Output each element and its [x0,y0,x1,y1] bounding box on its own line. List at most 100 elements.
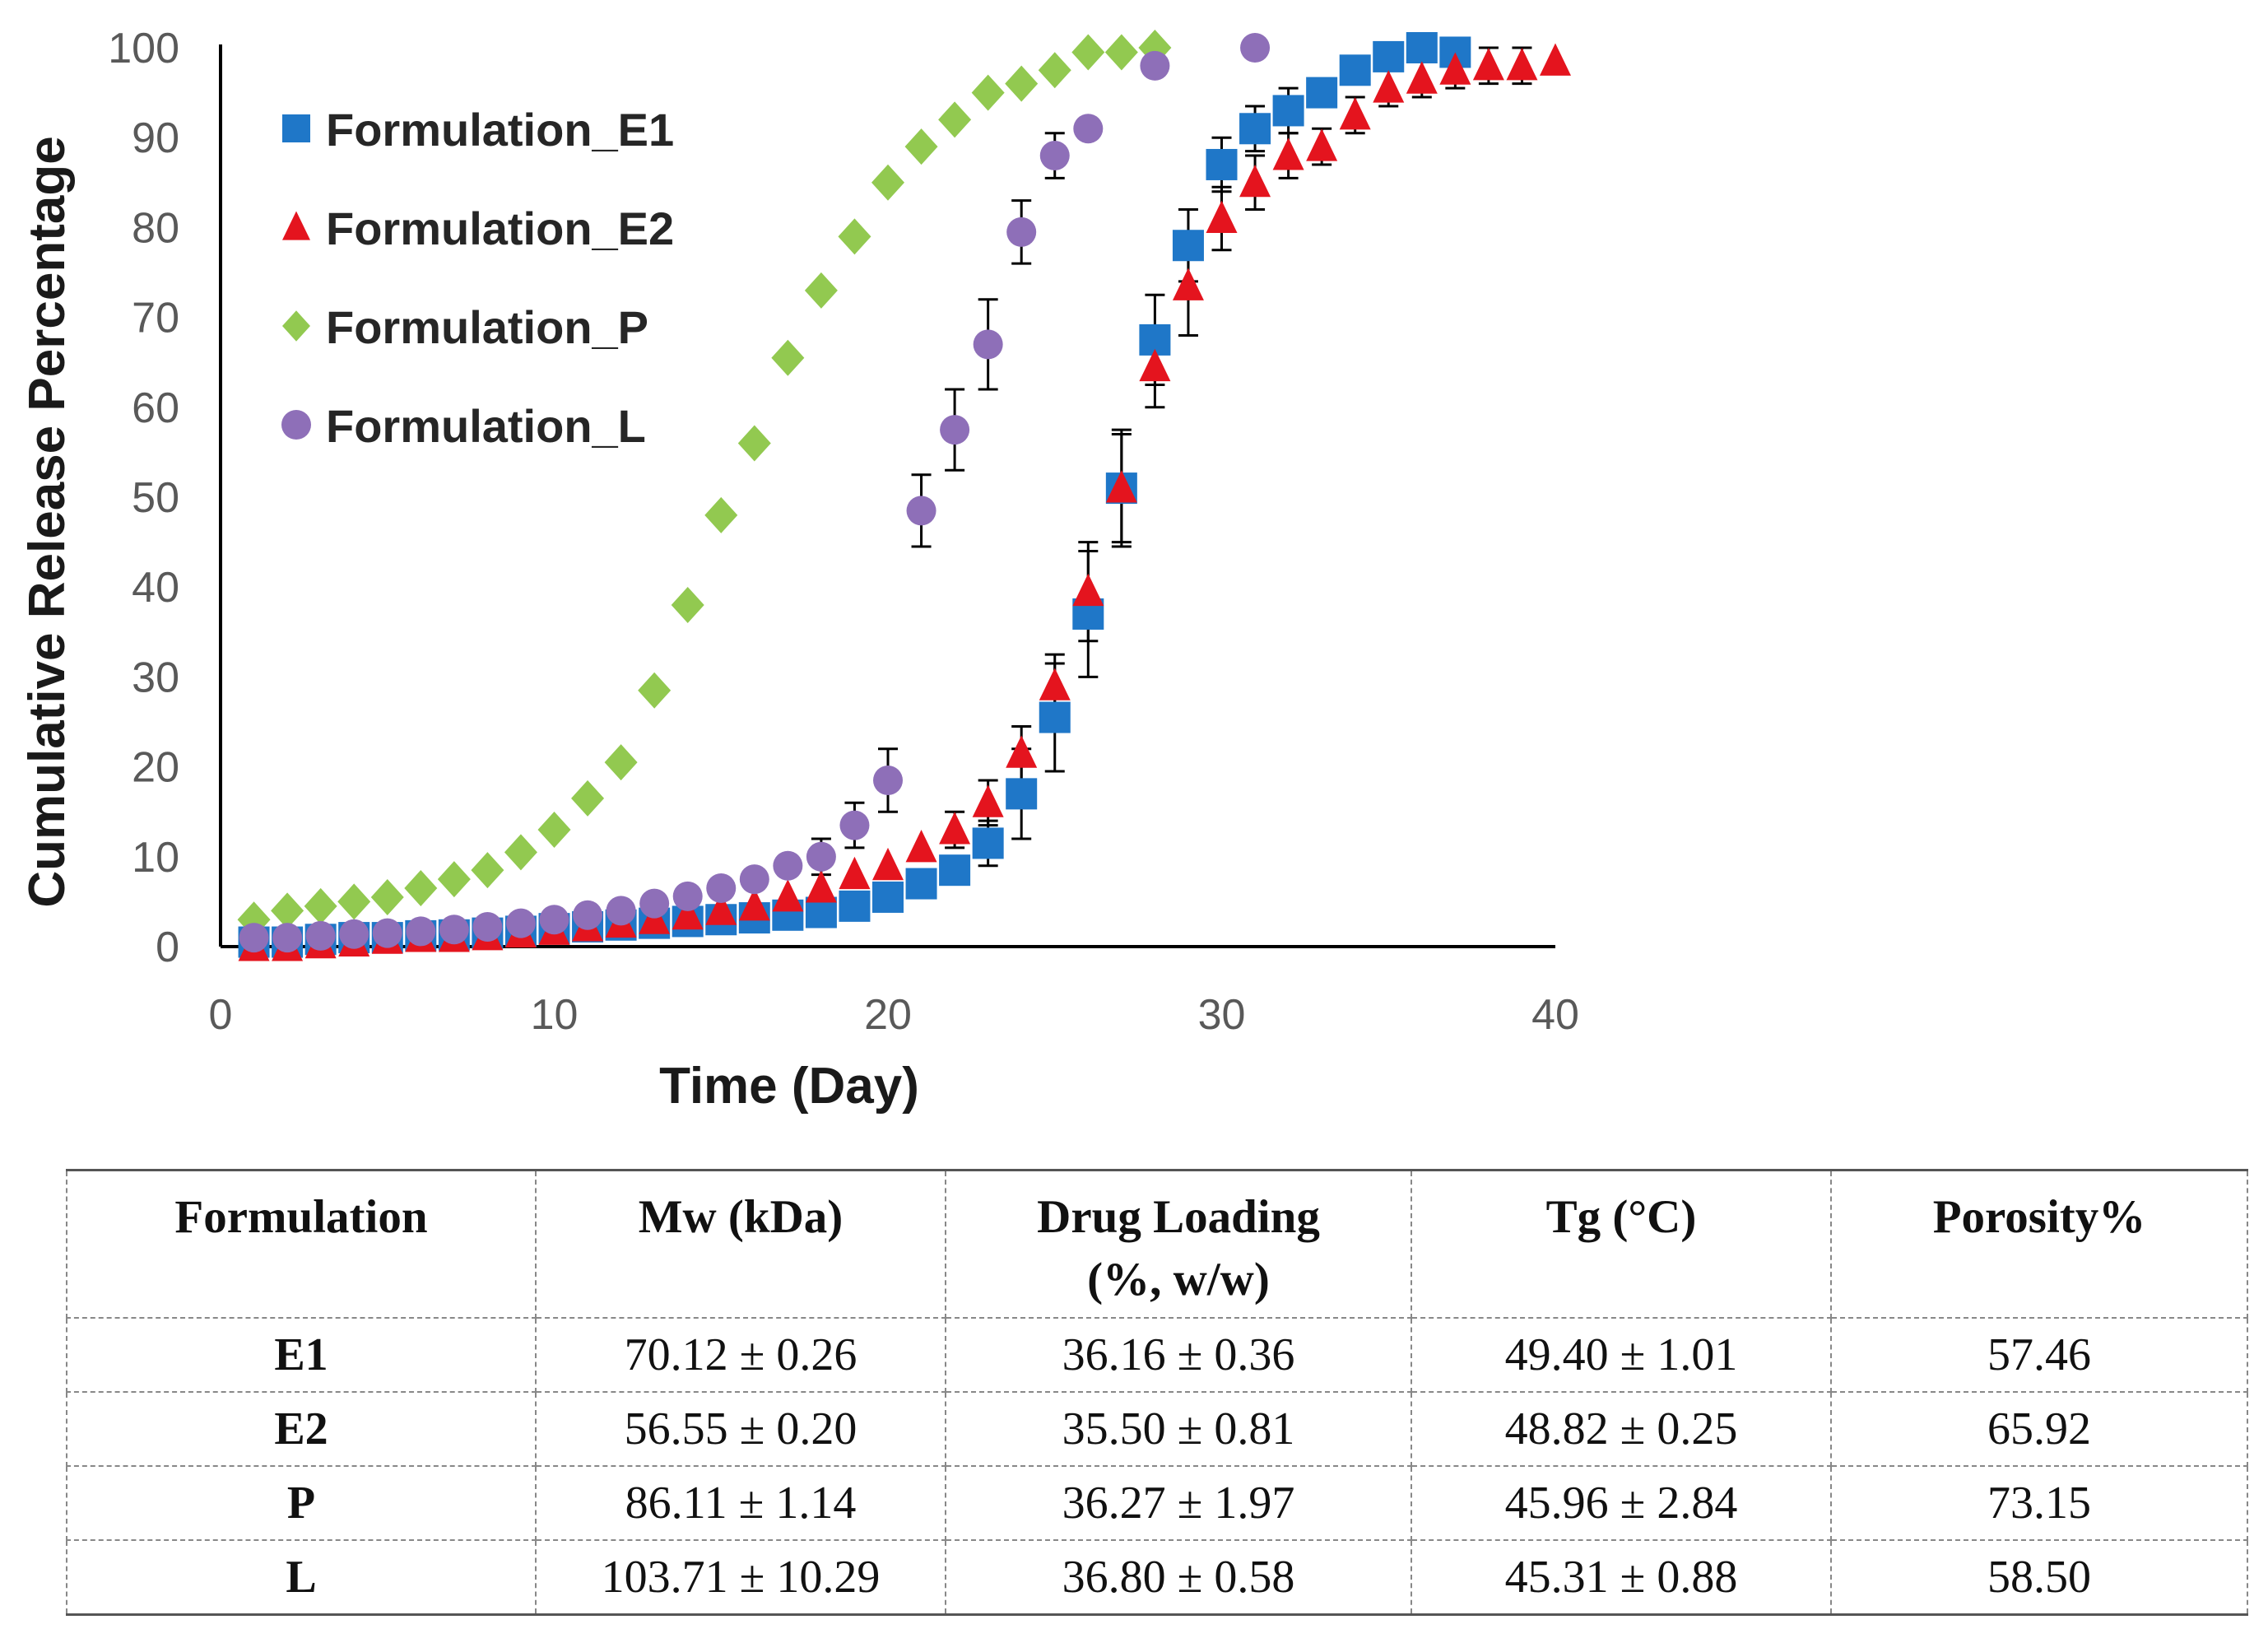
y-tick-label: 50 [132,474,179,522]
legend-marker-formulation-e2 [282,211,310,240]
formulation-e1-point [1272,95,1304,127]
formulation-l-point [372,918,402,948]
formulation-l-point [339,919,369,949]
formulation-table: Formulation Mw (kDa) Drug Loading (%, w/… [66,1169,2248,1616]
formulation-e1-point [1006,778,1038,810]
formulation-p-point [904,128,938,165]
formulation-l-point [305,920,336,951]
formulation-p-point [504,834,537,871]
formulation-p-point [537,812,571,849]
formulation-l-point [1073,114,1104,144]
table-row: E2 56.55 ± 0.20 35.50 ± 0.81 48.82 ± 0.2… [66,1391,2248,1467]
formulation-l-point [739,864,769,895]
formulation-p-point [370,878,404,915]
legend-marker-formulation-e1 [282,114,310,142]
table-cell: 45.31 ± 0.88 [1411,1539,1832,1616]
formulation-e2-point [738,888,770,921]
y-tick-label: 80 [132,204,179,252]
formulation-p-point [304,887,337,924]
formulation-e2-point [1272,137,1304,170]
formulation-e2-point [1139,348,1171,382]
x-tick-label: 20 [864,991,912,1039]
header-formulation: Formulation [66,1169,537,1319]
formulation-l-point [706,873,737,904]
formulation-l-point [839,810,870,840]
formulation-l-point [573,900,603,930]
table-cell: E1 [66,1317,537,1393]
formulation-l-point [472,911,503,942]
formulation-e2-point [705,892,737,925]
formulation-e2-point [972,784,1004,817]
table-cell: 86.11 ± 1.14 [535,1465,946,1541]
formulation-e2-point [1206,200,1238,233]
y-tick-label: 100 [108,25,179,72]
formulation-l-point [1240,33,1271,63]
formulation-p-point [871,164,904,201]
formulation-l-point [505,908,536,938]
table-cell: 45.96 ± 2.84 [1411,1465,1832,1541]
table-cell: 70.12 ± 0.26 [535,1317,946,1393]
table-cell: 35.50 ± 0.81 [945,1391,1412,1467]
formulation-e2-point [672,896,704,930]
formulation-e1-point [1406,32,1438,63]
formulation-p-point [971,74,1005,111]
formulation-e1-point [1306,77,1338,109]
legend-label-formulation-e2: Formulation_E2 [326,202,674,254]
table-row: E1 70.12 ± 0.26 36.16 ± 0.36 49.40 ± 1.0… [66,1317,2248,1393]
legend-marker-formulation-l [281,410,311,440]
table-cell: 58.50 [1830,1539,2248,1616]
legend-marker-formulation-p [282,310,310,342]
formulation-p-point [604,744,638,781]
formulation-e2-point [1105,470,1137,503]
formulation-e1-point [1339,54,1371,86]
table-cell: 48.82 ± 0.25 [1411,1391,1832,1467]
formulation-e2-point [1006,735,1038,768]
formulation-e2-point [1406,61,1438,94]
header-porosity: Porosity% [1830,1169,2248,1319]
formulation-p-point [704,496,738,533]
formulation-table-wrapper: Formulation Mw (kDa) Drug Loading (%, w/… [66,1169,2248,1616]
formulation-e1-point [1039,701,1071,733]
y-tick-label: 0 [156,924,179,971]
table-cell: 73.15 [1830,1465,2248,1541]
formulation-e1-point [972,827,1004,859]
table-cell: 65.92 [1830,1391,2248,1467]
formulation-p-point [337,883,371,920]
formulation-p-point [271,892,304,929]
formulation-e1-point [1206,148,1238,180]
y-tick-label: 60 [132,384,179,432]
formulation-l-point [406,916,436,947]
table-row: L 103.71 ± 10.29 36.80 ± 0.58 45.31 ± 0.… [66,1539,2248,1616]
table-cell: 36.80 ± 0.58 [945,1539,1412,1616]
formulation-e1-point [1239,113,1271,145]
x-axis-title: Time (Day) [659,1058,919,1115]
formulation-p-point [471,852,504,889]
formulation-e1-point [939,854,971,887]
table-cell: 36.27 ± 1.97 [945,1465,1412,1541]
formulation-e1-point [1373,40,1405,72]
formulation-l-point [1039,141,1070,171]
formulation-e2-point [772,879,804,912]
formulation-e1-point [905,868,937,900]
y-tick-label: 40 [132,564,179,612]
legend-label-formulation-e1: Formulation_E1 [326,104,674,156]
formulation-e2-point [1239,164,1271,198]
formulation-l-point [1006,216,1037,247]
formulation-l-point [272,923,303,953]
formulation-e2-point [1172,268,1204,300]
table-cell: 36.16 ± 0.36 [945,1317,1412,1393]
x-tick-label: 0 [209,991,233,1039]
formulation-e2-point [1339,97,1371,130]
formulation-p-point [737,425,771,462]
x-tick-label: 40 [1531,991,1579,1039]
formulation-l-point [873,765,903,795]
formulation-l-point [439,915,469,945]
table-header-row: Formulation Mw (kDa) Drug Loading (%, w/… [66,1169,2248,1319]
y-axis-title: Cumulative Release Percentage [19,136,76,907]
formulation-l-point [906,496,936,526]
y-tick-label: 90 [132,114,179,162]
formulation-l-point [539,905,569,935]
formulation-p-point [804,272,838,309]
formulation-p-point [404,870,438,907]
